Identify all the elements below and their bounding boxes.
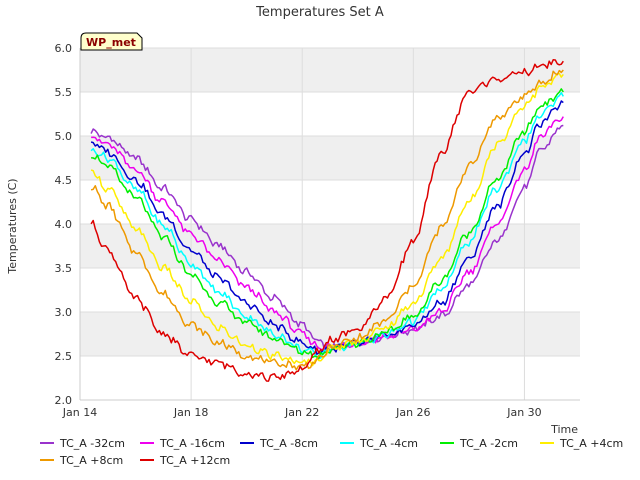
legend-label: TC_A +4cm <box>559 437 623 450</box>
y-tick-label: 3.0 <box>55 306 73 319</box>
plot-band <box>80 224 580 268</box>
legend: TC_A -32cm TC_A -16cm TC_A -8cm TC_A -4cm TC… <box>40 437 623 467</box>
axes <box>79 48 580 401</box>
y-tick-label: 5.0 <box>55 130 73 143</box>
plot-band <box>80 48 580 92</box>
legend-item: TC_A -2cm <box>440 437 518 450</box>
legend-label: TC_A -8cm <box>259 437 318 450</box>
legend-label: TC_A +8cm <box>59 454 123 467</box>
x-axis-label: Time <box>550 423 578 436</box>
plot-band <box>80 136 580 180</box>
legend-item: TC_A -4cm <box>340 437 418 450</box>
series-line-7 <box>90 69 564 371</box>
badge-label: WP_met <box>86 36 136 49</box>
x-axis-ticks: Jan 14 Jan 18 Jan 22 Jan 26 Jan 30 <box>62 406 542 419</box>
legend-label: TC_A -4cm <box>359 437 418 450</box>
legend-item: TC_A +12cm <box>140 454 230 467</box>
x-tick-label: Jan 26 <box>395 406 430 419</box>
y-axis-ticks: 2.0 2.5 3.0 3.5 4.0 4.5 5.0 5.5 6.0 <box>55 42 73 407</box>
legend-item: TC_A -32cm <box>40 437 125 450</box>
legend-label: TC_A -16cm <box>159 437 225 450</box>
series-line-2 <box>91 116 564 352</box>
legend-item: TC_A -8cm <box>240 437 318 450</box>
x-tick-label: Jan 18 <box>173 406 208 419</box>
x-tick-label: Jan 30 <box>506 406 541 419</box>
y-tick-label: 4.0 <box>55 218 73 231</box>
x-tick-label: Jan 22 <box>284 406 319 419</box>
y-tick-label: 2.5 <box>55 350 73 363</box>
y-tick-label: 6.0 <box>55 42 73 55</box>
y-tick-label: 5.5 <box>55 86 73 99</box>
legend-item: TC_A -16cm <box>140 437 225 450</box>
site-badge: WP_met <box>80 32 143 51</box>
y-tick-label: 4.5 <box>55 174 73 187</box>
series-layer <box>90 59 564 382</box>
legend-label: TC_A -2cm <box>459 437 518 450</box>
badge-box <box>80 32 143 51</box>
legend-label: TC_A -32cm <box>59 437 125 450</box>
plot-band <box>80 312 580 356</box>
legend-item: TC_A +8cm <box>40 454 123 467</box>
x-tick-label: Jan 14 <box>62 406 97 419</box>
y-tick-label: 3.5 <box>55 262 73 275</box>
series-line-8 <box>90 59 564 382</box>
legend-item: TC_A +4cm <box>540 437 623 450</box>
y-axis-label: Temperatures (C) <box>6 178 19 274</box>
chart-title: Temperatures Set A <box>255 5 384 20</box>
legend-label: TC_A +12cm <box>159 454 230 467</box>
y-tick-label: 2.0 <box>55 394 73 407</box>
